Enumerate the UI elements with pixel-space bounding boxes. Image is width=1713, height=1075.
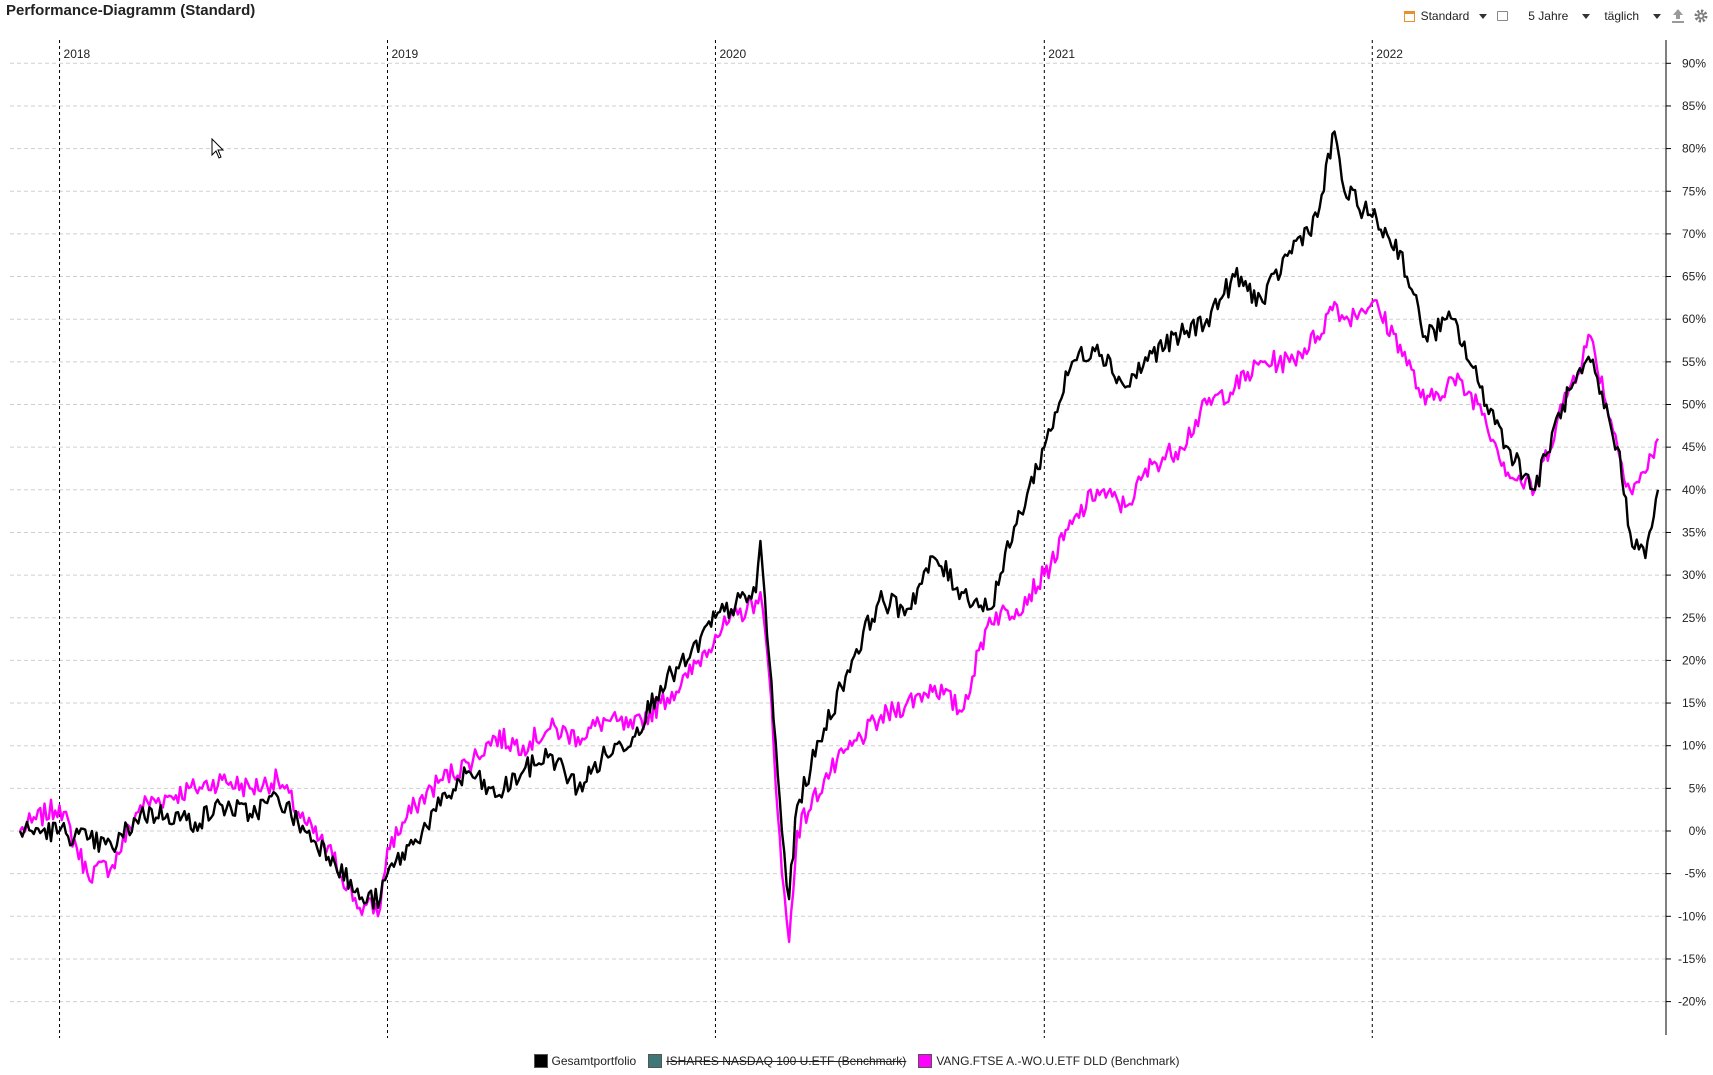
export-button[interactable]	[1671, 8, 1685, 24]
view-dropdown[interactable]: Standard	[1403, 9, 1488, 23]
y-tick-label: 35%	[1682, 525, 1706, 539]
window-button[interactable]	[1497, 11, 1509, 21]
gear-icon	[1694, 9, 1708, 23]
year-label: 2020	[719, 47, 746, 61]
year-divider-lines	[59, 40, 1373, 1038]
year-label: 2022	[1376, 47, 1403, 61]
legend-swatch	[648, 1054, 663, 1068]
chart-toolbar: Standard 5 Jahre täglich	[1394, 6, 1709, 26]
y-tick-label: -10%	[1678, 909, 1706, 923]
chart-legend: Gesamtportfolio ISHARES NASDAQ 100 U.ETF…	[0, 1054, 1713, 1068]
chevron-down-icon	[1582, 13, 1591, 19]
series-lines	[18, 130, 1660, 944]
y-tick-label: -5%	[1685, 867, 1707, 881]
y-tick-label: 25%	[1682, 611, 1706, 625]
series-line-gesamtportfolio	[18, 130, 1660, 910]
upload-icon	[1672, 9, 1684, 23]
chevron-down-icon	[1653, 13, 1661, 19]
y-tick-label: 0%	[1689, 824, 1707, 838]
y-tick-label: 40%	[1682, 483, 1706, 497]
legend-label: ISHARES NASDAQ 100 U.ETF (Benchmark)	[666, 1054, 907, 1068]
y-tick-label: -15%	[1678, 952, 1706, 966]
window-icon	[1497, 11, 1509, 21]
year-label: 2021	[1048, 47, 1075, 61]
y-tick-label: 90%	[1682, 56, 1706, 70]
interval-label: täglich	[1604, 9, 1639, 23]
grid-lines	[10, 62, 1671, 1003]
legend-label: Gesamtportfolio	[551, 1054, 637, 1068]
legend-item-gesamtportfolio[interactable]: Gesamtportfolio	[533, 1054, 637, 1068]
chevron-down-icon	[1479, 13, 1488, 19]
y-tick-label: 65%	[1682, 270, 1706, 284]
legend-item-ishares-nasdaq[interactable]: ISHARES NASDAQ 100 U.ETF (Benchmark)	[648, 1054, 906, 1068]
y-tick-label: 10%	[1682, 739, 1706, 753]
y-tick-label: 60%	[1682, 312, 1706, 326]
y-tick-label: 5%	[1689, 781, 1707, 795]
y-tick-label: 80%	[1682, 142, 1706, 156]
y-tick-label: 75%	[1682, 184, 1706, 198]
y-tick-label: 30%	[1682, 568, 1706, 582]
interval-dropdown[interactable]: täglich	[1604, 9, 1661, 23]
view-label: Standard	[1420, 9, 1470, 23]
series-line-vanguard	[18, 299, 1660, 944]
y-tick-label: 50%	[1682, 398, 1706, 412]
page-title: Performance-Diagramm (Standard)	[6, 2, 256, 19]
legend-swatch	[918, 1054, 933, 1068]
legend-label: VANG.FTSE A.-WO.U.ETF DLD (Benchmark)	[936, 1054, 1180, 1068]
mouse-cursor-icon	[211, 138, 225, 159]
period-dropdown[interactable]: 5 Jahre	[1528, 9, 1591, 23]
year-label: 2019	[391, 47, 418, 61]
calendar-icon	[1403, 10, 1415, 22]
legend-item-vanguard-ftse[interactable]: VANG.FTSE A.-WO.U.ETF DLD (Benchmark)	[918, 1054, 1179, 1068]
year-label: 2018	[64, 47, 91, 61]
period-label: 5 Jahre	[1528, 9, 1569, 23]
y-tick-label: -20%	[1678, 995, 1706, 1009]
legend-swatch	[533, 1054, 548, 1068]
y-tick-label: 85%	[1682, 99, 1706, 113]
y-tick-label: 70%	[1682, 227, 1706, 241]
y-tick-label: 20%	[1682, 653, 1706, 667]
year-labels: 2018 2019 2020 2021 2022	[64, 47, 1404, 61]
y-tick-label: 45%	[1682, 440, 1706, 454]
y-axis-labels: 90% 85% 80% 75% 70% 65% 60% 55% 50% 45% 40% 35% 30% 2…	[1678, 56, 1706, 1008]
y-tick-label: 55%	[1682, 355, 1706, 369]
y-tick-label: 15%	[1682, 696, 1706, 710]
settings-button[interactable]	[1693, 8, 1709, 24]
